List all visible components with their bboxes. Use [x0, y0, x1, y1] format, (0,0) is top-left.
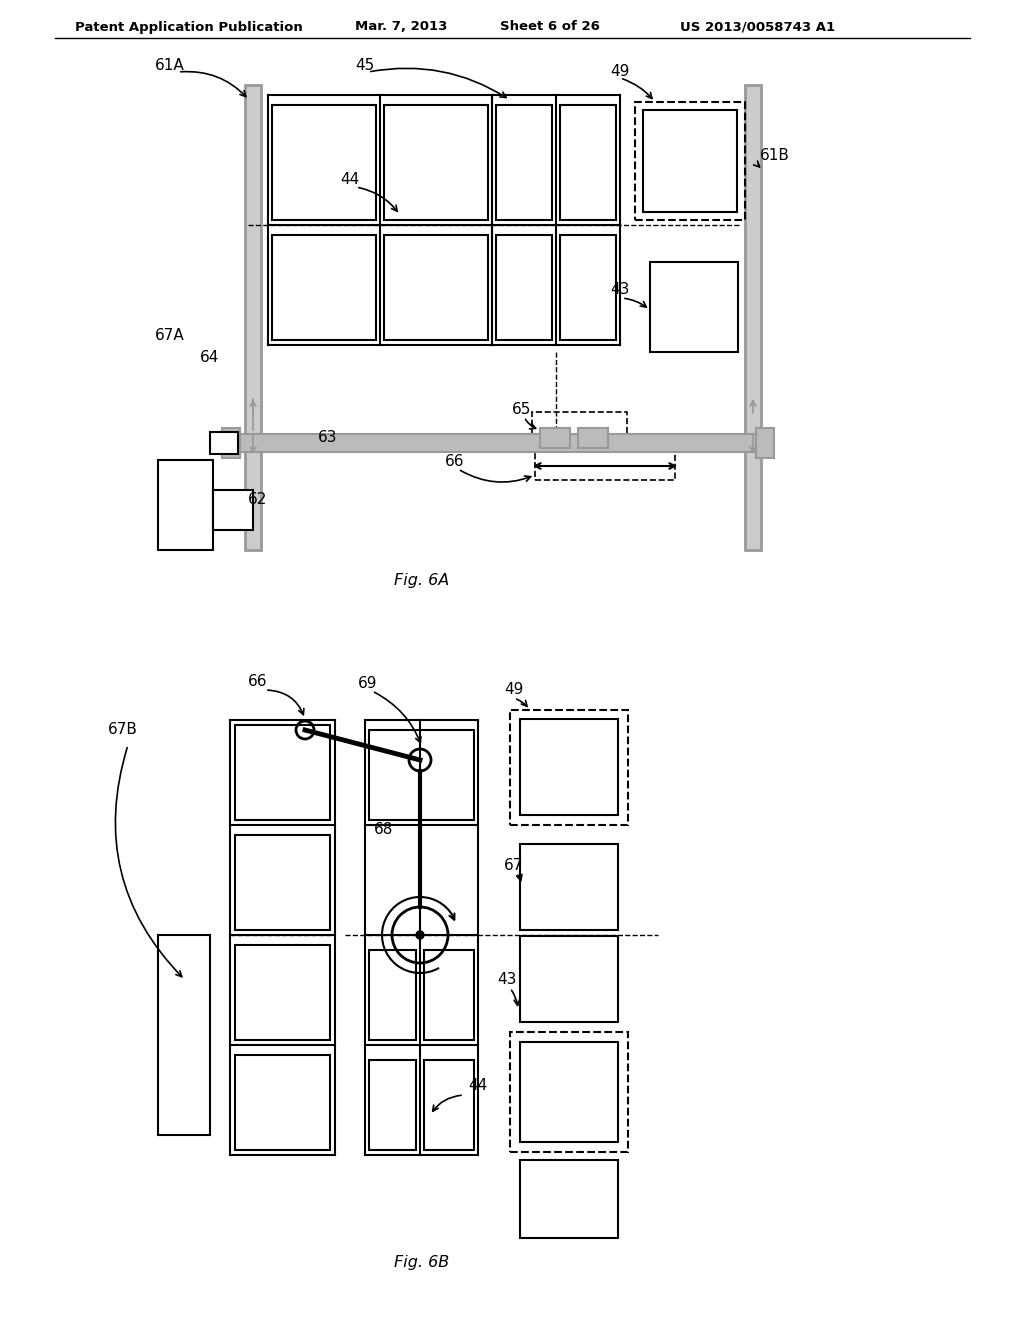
Bar	[650, 261, 738, 352]
Text: 62: 62	[248, 492, 267, 507]
Bar	[272, 106, 376, 220]
Text: Fig. 6B: Fig. 6B	[394, 1254, 450, 1270]
Bar	[234, 1055, 330, 1150]
Bar	[369, 950, 416, 1040]
Bar	[234, 836, 330, 931]
Bar	[272, 235, 376, 341]
Bar	[234, 725, 330, 820]
Text: 61B: 61B	[760, 148, 790, 162]
Text: 45: 45	[355, 58, 374, 73]
Text: 66: 66	[445, 454, 465, 470]
Bar	[213, 490, 253, 531]
Bar	[210, 432, 238, 454]
Bar	[560, 235, 616, 341]
Bar	[369, 1060, 416, 1150]
Circle shape	[416, 931, 424, 939]
Text: 67: 67	[504, 858, 523, 873]
Bar	[510, 710, 628, 825]
Text: 69: 69	[358, 676, 378, 692]
Bar	[560, 106, 616, 220]
Text: 67A: 67A	[155, 327, 184, 342]
Bar	[520, 936, 618, 1022]
Text: 44: 44	[340, 173, 359, 187]
Text: 43: 43	[497, 973, 516, 987]
Bar	[578, 428, 608, 447]
Bar	[245, 84, 261, 550]
Text: Fig. 6A: Fig. 6A	[394, 573, 450, 587]
Bar	[158, 935, 210, 1135]
Bar	[756, 428, 774, 458]
Bar	[424, 950, 474, 1040]
Bar	[496, 106, 552, 220]
Text: Mar. 7, 2013: Mar. 7, 2013	[355, 21, 447, 33]
Text: 67B: 67B	[108, 722, 138, 738]
Text: 65: 65	[512, 403, 531, 417]
Text: 49: 49	[610, 65, 630, 79]
Text: Patent Application Publication: Patent Application Publication	[75, 21, 303, 33]
Bar	[158, 459, 213, 550]
Bar	[635, 102, 745, 220]
Bar	[540, 428, 570, 447]
Bar	[520, 1041, 618, 1142]
Bar	[535, 451, 675, 480]
Text: Sheet 6 of 26: Sheet 6 of 26	[500, 21, 600, 33]
Text: US 2013/0058743 A1: US 2013/0058743 A1	[680, 21, 836, 33]
Bar	[520, 719, 618, 814]
Bar	[369, 730, 474, 820]
Text: 66: 66	[248, 675, 267, 689]
Bar	[643, 110, 737, 213]
Bar	[230, 434, 762, 451]
Bar	[222, 428, 240, 458]
Bar	[424, 1060, 474, 1150]
Bar	[520, 843, 618, 931]
Bar	[496, 235, 552, 341]
Text: 64: 64	[200, 351, 219, 366]
Text: 68: 68	[374, 822, 393, 837]
Bar	[745, 84, 761, 550]
Text: 63: 63	[318, 430, 338, 446]
Text: 44: 44	[468, 1077, 487, 1093]
Bar	[520, 1160, 618, 1238]
Bar	[510, 1032, 628, 1152]
Bar	[532, 412, 627, 444]
Text: 61A: 61A	[155, 58, 184, 73]
Bar	[384, 235, 488, 341]
Bar	[234, 945, 330, 1040]
Text: 43: 43	[610, 282, 630, 297]
Bar	[384, 106, 488, 220]
Text: 49: 49	[504, 682, 523, 697]
